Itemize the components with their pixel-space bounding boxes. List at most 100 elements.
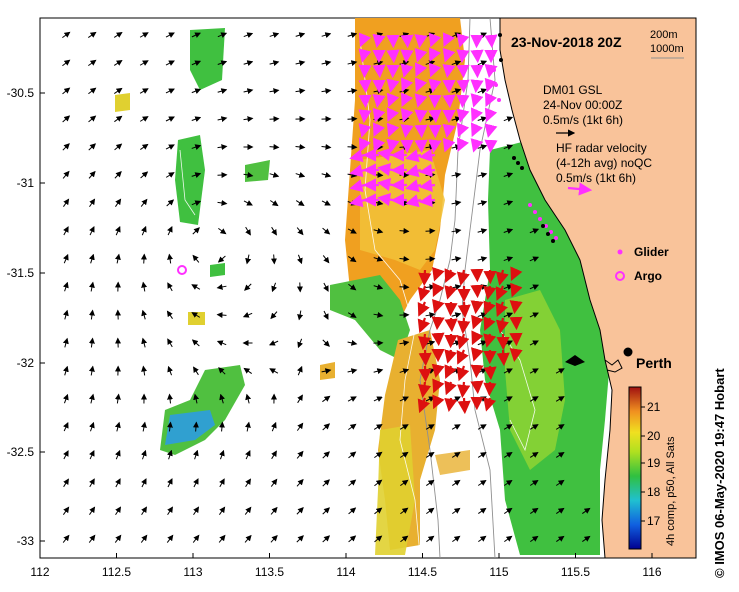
wind-arrow xyxy=(452,507,461,515)
wind-arrow xyxy=(529,312,539,318)
hf-radar-arrow xyxy=(358,32,372,48)
wind-arrow xyxy=(271,282,277,293)
wind-arrow xyxy=(504,507,513,514)
wind-arrow xyxy=(347,228,357,234)
wind-arrow xyxy=(271,421,277,432)
hf-radar-arrow xyxy=(457,317,471,335)
wind-arrow xyxy=(347,116,358,123)
hf-radar-arrow xyxy=(400,124,414,139)
hf-radar-arrow xyxy=(484,107,498,123)
y-axis xyxy=(40,92,45,542)
wind-arrow xyxy=(347,60,358,67)
x-tick-label: 113.5 xyxy=(255,565,284,579)
wind-arrow xyxy=(503,200,514,206)
hf-radar-arrow xyxy=(470,93,484,108)
wind-arrow xyxy=(268,340,279,346)
sst-patch-small-1 xyxy=(115,93,130,112)
wind-arrow xyxy=(88,534,96,543)
wind-arrow xyxy=(503,424,513,430)
wind-arrow xyxy=(426,535,435,543)
wind-arrow xyxy=(503,228,514,234)
hf-radar-arrow xyxy=(400,92,414,108)
wind-arrow xyxy=(322,535,331,543)
wind-arrow xyxy=(139,60,149,66)
hf-radar-arrow xyxy=(456,269,470,286)
wind-arrow xyxy=(139,88,149,94)
wind-arrow xyxy=(321,171,332,178)
hf-radar-arrow xyxy=(509,300,523,315)
hf-radar-arrow xyxy=(495,285,508,301)
wind-arrow xyxy=(399,368,410,375)
wind-arrow xyxy=(113,87,123,94)
wind-arrow xyxy=(218,227,227,235)
wind-arrow xyxy=(451,172,462,179)
wind-arrow xyxy=(62,31,71,39)
wind-arrow xyxy=(269,32,280,39)
hf-radar-arrow xyxy=(484,123,498,138)
wind-arrow xyxy=(216,312,227,319)
wind-arrow xyxy=(529,228,540,234)
wind-arrow xyxy=(243,200,253,206)
hf-radar-arrow xyxy=(386,78,400,93)
wind-arrow xyxy=(530,535,539,543)
wind-arrow xyxy=(192,421,199,432)
wind-arrow xyxy=(167,365,173,376)
wind-arrow xyxy=(62,87,71,95)
hf-radar-arrow xyxy=(483,397,497,412)
wind-arrow xyxy=(321,88,332,95)
hf-radar-arrow xyxy=(405,194,422,208)
wind-arrow xyxy=(400,479,409,487)
wind-arrow xyxy=(166,310,173,319)
argo-float-marker xyxy=(177,265,187,275)
wind-arrow xyxy=(451,228,462,235)
wind-arrow xyxy=(297,394,303,404)
wind-arrow xyxy=(347,88,358,95)
wind-arrow xyxy=(295,200,305,206)
wind-arrow xyxy=(555,479,565,486)
wind-arrow xyxy=(62,115,71,123)
argo-legend-symbol xyxy=(615,271,625,281)
wind-arrow xyxy=(192,534,200,543)
wind-arrow xyxy=(88,393,95,404)
wind-arrow xyxy=(503,116,514,122)
wind-arrow xyxy=(167,253,174,264)
sst-patch-yellow-band xyxy=(360,150,445,270)
colorbar-tick-label: 19 xyxy=(647,456,661,470)
wind-arrow xyxy=(373,396,383,402)
wind-arrow xyxy=(62,534,70,543)
wind-arrow xyxy=(529,452,539,458)
hf-radar-arrow xyxy=(470,49,484,64)
wind-arrow xyxy=(217,255,226,263)
wind-arrow xyxy=(88,59,97,67)
wind-arrow xyxy=(295,171,306,178)
hf-radar-arrow xyxy=(457,397,471,415)
coastline-detail xyxy=(604,359,623,373)
hf-radar-arrow xyxy=(456,122,470,138)
hf-radar-arrow xyxy=(470,347,484,362)
perth-label: Perth xyxy=(636,355,672,371)
wind-arrow xyxy=(269,88,280,95)
wind-arrow xyxy=(295,88,306,95)
wind-arrow xyxy=(88,365,95,376)
hf-radar-arrow xyxy=(442,137,456,153)
colorbar: 21 20 19 18 17 4h comp, p50, All Sats xyxy=(628,386,677,550)
hf-radar-arrow xyxy=(484,92,498,108)
wind-arrow xyxy=(451,479,461,486)
wind-source-label: DM01 GSL xyxy=(543,83,603,97)
wind-arrow xyxy=(348,451,357,459)
legend: Glider Argo xyxy=(615,245,669,283)
wind-arrow xyxy=(400,507,409,515)
wind-arrow xyxy=(270,311,278,320)
wind-arrow xyxy=(399,424,409,430)
perth-marker xyxy=(623,347,633,357)
hf-radar-arrow xyxy=(414,109,428,124)
wind-arrow xyxy=(322,423,331,431)
x-tick-label: 113 xyxy=(183,565,202,579)
hf-radar-arrow xyxy=(428,78,442,93)
hf-radar-arrow xyxy=(483,300,496,316)
y-tick-label: -31.5 xyxy=(7,266,35,280)
wind-arrow xyxy=(556,507,565,514)
hf-radar-arrow xyxy=(456,365,470,382)
wind-arrow xyxy=(216,340,227,346)
wind-arrow xyxy=(191,144,202,151)
